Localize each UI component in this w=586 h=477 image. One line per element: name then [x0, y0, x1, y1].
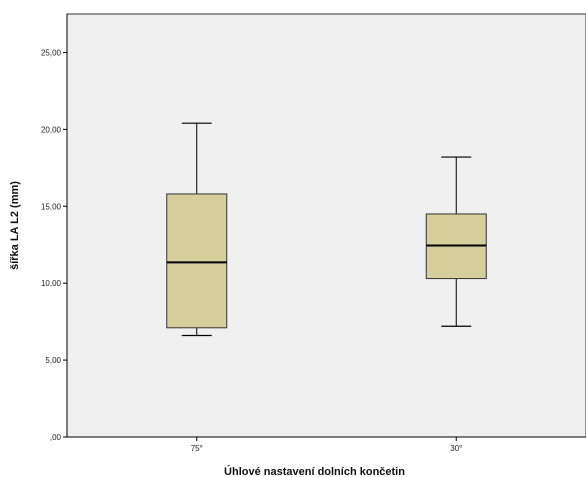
x-axis-title: Úhlové nastavení dolních končetin	[224, 465, 405, 477]
x-tick-label: 30°	[450, 444, 462, 453]
y-tick-label: 25,00	[41, 48, 62, 57]
y-axis-title: šířka LA L2 (mm)	[9, 181, 21, 270]
box-1	[166, 122, 228, 337]
x-tick-label: 75°	[191, 444, 203, 453]
box-2	[425, 156, 487, 327]
x-axis: 75° 30°	[67, 436, 586, 453]
y-tick-label: 5,00	[45, 356, 61, 365]
boxes	[166, 122, 487, 337]
iqr-box	[166, 193, 228, 329]
y-tick-label: 20,00	[41, 125, 62, 134]
y-axis: ,00 5,00 10,00 15,00 20,00 25,00	[41, 14, 68, 442]
plot-area	[66, 13, 586, 438]
y-tick-label: 10,00	[41, 279, 62, 288]
y-tick-label: ,00	[50, 433, 62, 442]
y-tick-label: 15,00	[41, 202, 62, 211]
